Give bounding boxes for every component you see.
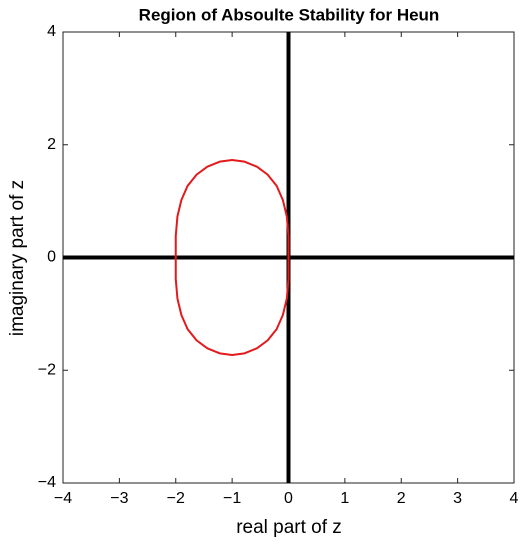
x-tick-label: −3 [110, 490, 128, 507]
y-tick-label: 2 [47, 136, 56, 153]
y-tick-label: −2 [38, 361, 56, 378]
x-tick-label: 0 [284, 490, 293, 507]
x-tick-label: 4 [510, 490, 519, 507]
x-tick-label: −1 [223, 490, 241, 507]
x-tick-label: 1 [340, 490, 349, 507]
y-tick-label: −4 [38, 474, 56, 491]
x-tick-label: −4 [54, 490, 72, 507]
x-tick-label: −2 [167, 490, 185, 507]
x-tick-label: 2 [397, 490, 406, 507]
y-axis-label: imaginary part of z [7, 180, 28, 336]
y-tick-label: 4 [47, 23, 56, 40]
x-tick-label: 3 [453, 490, 462, 507]
x-axis-label: real part of z [236, 517, 342, 538]
y-tick-label: 0 [47, 249, 56, 266]
stability-boundary [174, 158, 290, 357]
chart-title: Region of Absoulte Stability for Heun [139, 5, 440, 24]
